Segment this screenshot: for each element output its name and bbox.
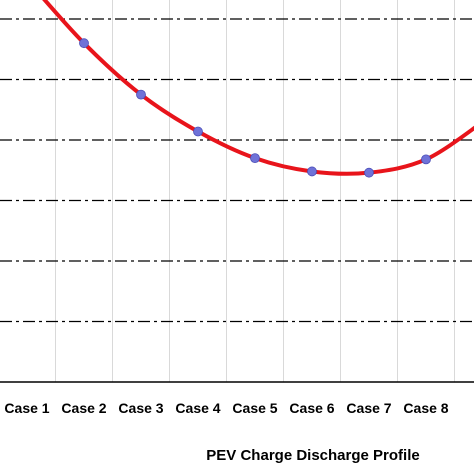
x-tick-label: Case 7 bbox=[346, 400, 391, 416]
x-tick-label: Case 6 bbox=[289, 400, 334, 416]
marker-layer bbox=[79, 38, 431, 178]
line-layer bbox=[42, 0, 474, 176]
series-line bbox=[42, 0, 474, 176]
x-tick-label: Case 5 bbox=[232, 400, 277, 416]
data-point-marker bbox=[421, 154, 431, 165]
x-tick-label: Case 2 bbox=[61, 400, 106, 416]
data-point-marker bbox=[307, 166, 317, 177]
data-point-marker bbox=[250, 153, 260, 164]
x-tick-label: Case 4 bbox=[175, 400, 220, 416]
grid-layer bbox=[0, 0, 474, 382]
x-tick-label: Case 1 bbox=[4, 400, 49, 416]
data-point-marker bbox=[79, 38, 89, 49]
data-point-marker bbox=[364, 167, 374, 178]
x-tick-label: Case 3 bbox=[118, 400, 163, 416]
tick-label-layer: Case 1 Case 2 Case 3 Case 4 Case 5 Case 6 Case… bbox=[4, 400, 448, 416]
x-tick-label: Case 8 bbox=[403, 400, 448, 416]
data-point-marker bbox=[193, 126, 203, 137]
data-point-marker bbox=[136, 89, 146, 100]
x-axis-title: PEV Charge Discharge Profile bbox=[206, 447, 419, 464]
